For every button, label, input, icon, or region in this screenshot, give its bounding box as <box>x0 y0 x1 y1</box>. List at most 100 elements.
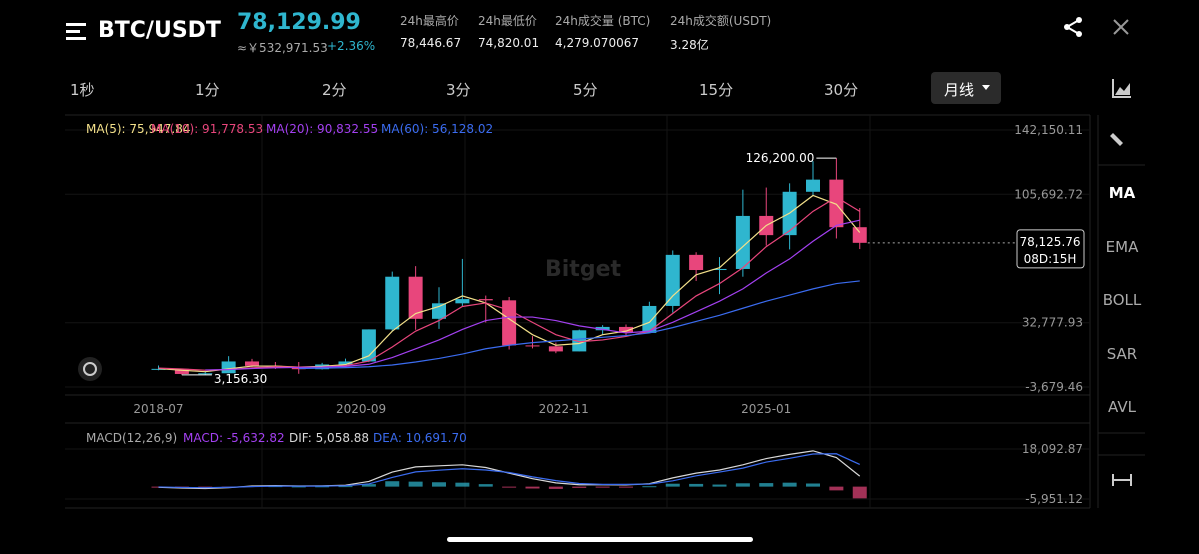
macd-legend: DIF: 5,058.88 <box>289 431 369 445</box>
pair-name[interactable]: BTC/USDT <box>98 18 221 43</box>
candle-body <box>478 299 493 301</box>
candle-body <box>619 326 633 333</box>
macd-bar <box>502 486 517 488</box>
last-price-box <box>1016 229 1085 269</box>
macd-bar <box>759 483 774 487</box>
timeframe-tab[interactable]: 5分 <box>573 81 598 99</box>
macd-bar <box>689 483 704 487</box>
ma-legend: MA(20): 90,832.55 <box>266 122 378 136</box>
ma-legend: MA(60): 56,128.02 <box>381 122 493 136</box>
candle-body <box>338 361 353 365</box>
x-tick-label: 2018-07 <box>133 402 183 416</box>
indicator-option[interactable]: AVL <box>1108 398 1136 416</box>
macd-bar <box>408 481 423 487</box>
y-tick-label: 18,092.87 <box>1022 442 1083 456</box>
candle-body <box>502 300 517 346</box>
ma-legend: MA(10): 91,778.53 <box>151 122 263 136</box>
expand-icon[interactable] <box>1112 474 1132 486</box>
candle-body <box>806 179 820 192</box>
timeframe-tab[interactable]: 1秒 <box>70 81 95 99</box>
active-timeframe: 月线 <box>944 81 975 99</box>
active-timeframe-button[interactable]: 月线 <box>931 72 1001 104</box>
last-price-label: 78,125.76 <box>1019 235 1080 249</box>
indicator-option[interactable]: BOLL <box>1102 291 1142 309</box>
candle-body <box>455 299 470 304</box>
change-pct: +2.36% <box>327 39 376 53</box>
ma-line <box>158 196 861 371</box>
low-label: 3,156.30 <box>214 372 267 386</box>
macd-bar <box>665 483 680 487</box>
stat-value: 74,820.01 <box>478 36 540 50</box>
home-indicator <box>447 537 753 542</box>
y-tick-label: 105,692.72 <box>1014 187 1083 201</box>
settings-icon <box>83 362 97 376</box>
frame <box>65 114 1145 509</box>
candle-body <box>408 276 423 319</box>
macd-bar <box>852 486 867 499</box>
x-tick-label: 2025-01 <box>741 402 791 416</box>
macd-bar <box>782 482 797 487</box>
macd-legend: MACD: -5,632.82 <box>183 431 285 445</box>
candle-body <box>642 305 657 333</box>
macd-bar <box>385 481 400 487</box>
macd-bar <box>525 486 540 489</box>
candle-body <box>852 227 867 243</box>
candle-body <box>829 179 844 228</box>
candle-body <box>151 368 166 370</box>
stat-label: 24h最高价 <box>400 14 459 28</box>
watermark: Bitget <box>545 257 621 282</box>
timeframe-tab[interactable]: 1分 <box>195 81 220 99</box>
macd-bar <box>595 486 610 488</box>
macd-bar <box>455 482 470 487</box>
x-tick-label: 2022-11 <box>539 402 589 416</box>
timeframe-tab[interactable]: 3分 <box>446 81 471 99</box>
stat-value: 78,446.67 <box>400 36 462 50</box>
ma-line <box>158 194 861 373</box>
draw-icon[interactable] <box>1110 133 1123 146</box>
macd-bar <box>735 483 750 487</box>
close-icon[interactable] <box>1113 19 1129 35</box>
candle-body <box>361 329 376 362</box>
macd-bar <box>338 486 353 488</box>
macd-bar <box>572 486 587 488</box>
candle-body <box>432 303 446 319</box>
candle-body <box>548 346 563 352</box>
chart-type-icon[interactable] <box>1112 78 1132 98</box>
settings-button[interactable] <box>78 357 102 381</box>
ma-line <box>205 219 860 371</box>
stat-value: 4,279.070067 <box>555 36 639 50</box>
menu-icon[interactable] <box>66 20 90 42</box>
candle-body <box>735 215 750 269</box>
macd-bar <box>619 486 633 488</box>
candle-body <box>712 268 727 271</box>
stat-value: 3.28亿 <box>670 38 709 52</box>
y-tick-label: -5,951.12 <box>1025 492 1083 506</box>
macd-line <box>158 450 861 490</box>
share-icon[interactable] <box>1062 16 1084 38</box>
indicator-option[interactable]: MA <box>1108 184 1136 202</box>
timeframe-tab[interactable]: 30分 <box>824 81 859 99</box>
indicator-option[interactable]: EMA <box>1105 238 1139 256</box>
ma-line <box>298 280 860 370</box>
macd-line <box>158 453 860 489</box>
stat-label: 24h成交额(USDT) <box>670 14 772 28</box>
macd-bar <box>806 483 820 487</box>
timeframe-tab[interactable]: 2分 <box>322 81 347 99</box>
stat-label: 24h成交量 (BTC) <box>555 14 651 28</box>
candle-body <box>198 373 213 375</box>
macd-bar <box>478 484 493 487</box>
countdown-label: 08D:15H <box>1024 252 1077 266</box>
candle-body <box>595 326 610 331</box>
candle-body <box>174 368 189 374</box>
macd-bar <box>548 486 563 489</box>
indicator-option[interactable]: SAR <box>1106 345 1138 363</box>
stat-label: 24h最低价 <box>478 14 537 28</box>
macd-bar <box>642 486 657 488</box>
candle-body <box>572 330 587 352</box>
candle-body <box>385 276 400 330</box>
timeframe-tab[interactable]: 15分 <box>699 81 734 99</box>
macd-bar <box>432 482 446 487</box>
macd-bar <box>315 486 330 488</box>
candle-body <box>525 345 540 347</box>
